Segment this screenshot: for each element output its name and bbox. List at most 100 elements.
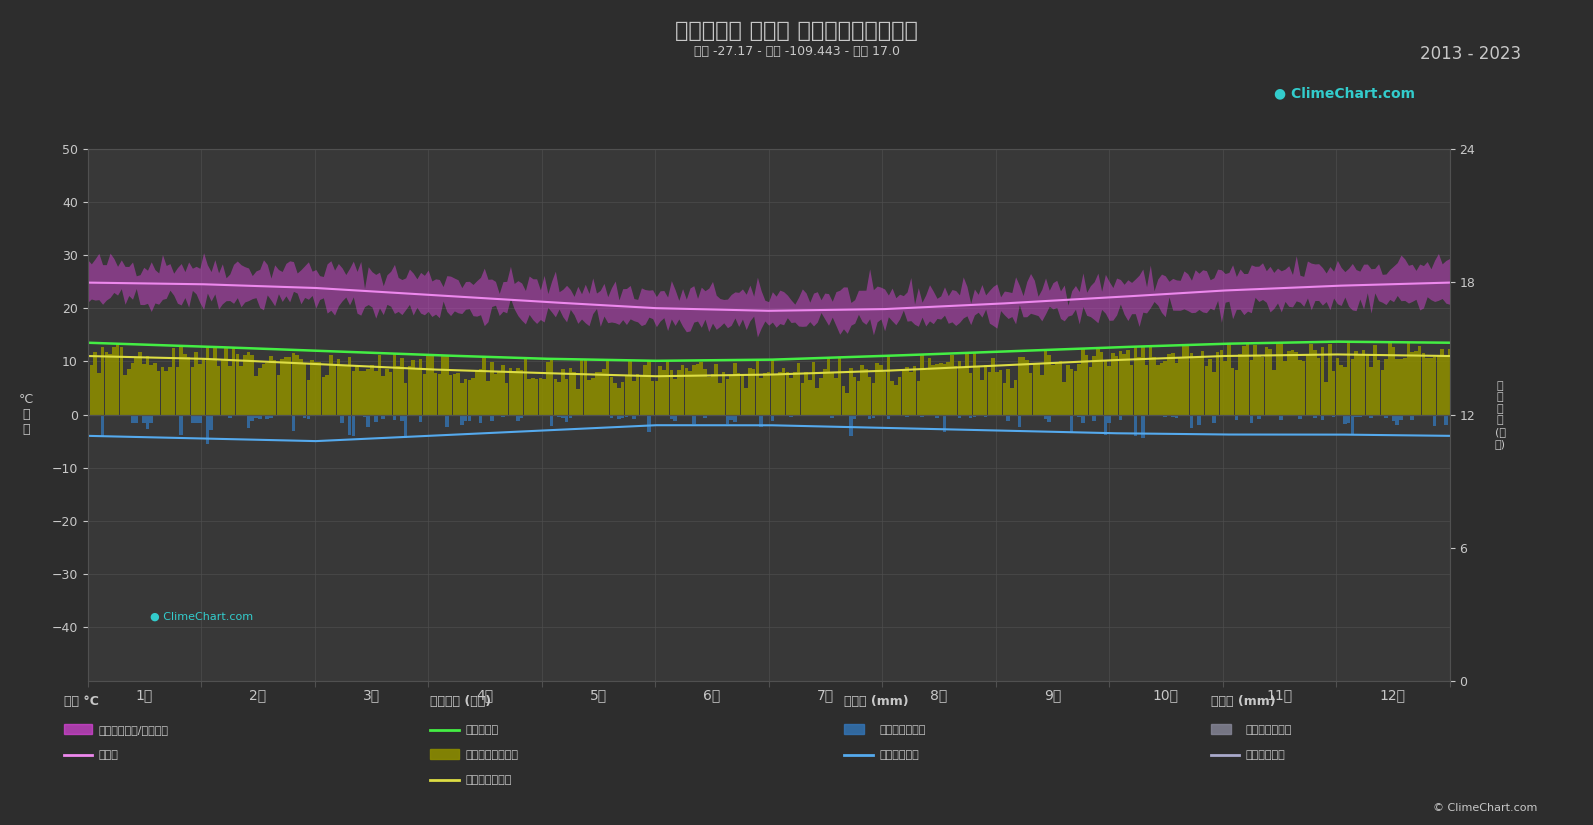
- Bar: [352, 414, 355, 436]
- Bar: [1123, 354, 1126, 414]
- Bar: [272, 361, 277, 414]
- Bar: [444, 356, 449, 414]
- Bar: [796, 363, 800, 414]
- Bar: [1063, 382, 1066, 414]
- Bar: [1279, 414, 1282, 420]
- Bar: [456, 373, 460, 414]
- Bar: [112, 347, 116, 414]
- Bar: [962, 368, 965, 414]
- Bar: [266, 362, 269, 414]
- Bar: [752, 369, 755, 414]
- Bar: [191, 414, 194, 422]
- Bar: [452, 375, 456, 414]
- Bar: [1048, 355, 1051, 414]
- Bar: [366, 370, 370, 414]
- Bar: [812, 361, 816, 414]
- Bar: [938, 363, 943, 414]
- Bar: [1040, 375, 1043, 414]
- Bar: [1007, 414, 1010, 421]
- Bar: [921, 356, 924, 414]
- Bar: [1301, 361, 1306, 414]
- Bar: [381, 376, 386, 414]
- Bar: [1145, 365, 1149, 414]
- Bar: [228, 414, 231, 417]
- Bar: [644, 365, 647, 414]
- Bar: [228, 366, 231, 414]
- Bar: [957, 414, 961, 418]
- Bar: [460, 414, 464, 426]
- Bar: [733, 363, 736, 414]
- Bar: [374, 414, 378, 422]
- Bar: [134, 414, 139, 422]
- Bar: [452, 414, 456, 417]
- Bar: [1295, 352, 1298, 414]
- Bar: [677, 370, 680, 414]
- Bar: [640, 376, 644, 414]
- Bar: [392, 414, 397, 420]
- Bar: [1365, 354, 1368, 414]
- Bar: [1359, 414, 1362, 417]
- Bar: [691, 414, 696, 424]
- Bar: [1160, 363, 1163, 414]
- Bar: [894, 385, 897, 414]
- Bar: [1287, 351, 1290, 414]
- Bar: [910, 372, 913, 414]
- Bar: [969, 373, 972, 414]
- Bar: [1211, 724, 1231, 734]
- Bar: [100, 346, 105, 414]
- Bar: [610, 414, 613, 418]
- Bar: [1082, 414, 1085, 423]
- Bar: [397, 366, 400, 414]
- Bar: [306, 414, 311, 419]
- Bar: [1051, 365, 1055, 414]
- Bar: [1395, 414, 1399, 425]
- Bar: [610, 377, 613, 414]
- Bar: [1223, 361, 1227, 414]
- Bar: [1370, 414, 1373, 418]
- Bar: [1174, 414, 1179, 418]
- Bar: [1190, 353, 1193, 414]
- Bar: [1343, 367, 1346, 414]
- Bar: [292, 414, 295, 431]
- Bar: [333, 365, 336, 414]
- Bar: [150, 414, 153, 423]
- Bar: [1157, 365, 1160, 414]
- Bar: [1093, 356, 1096, 414]
- Bar: [782, 368, 785, 414]
- Bar: [1332, 371, 1335, 414]
- Bar: [516, 368, 519, 414]
- Bar: [1445, 356, 1448, 414]
- Bar: [519, 370, 524, 414]
- Bar: [730, 375, 733, 414]
- Bar: [669, 414, 674, 419]
- Bar: [392, 354, 397, 414]
- Bar: [1171, 414, 1174, 417]
- Bar: [433, 373, 438, 414]
- Bar: [1129, 365, 1133, 414]
- Bar: [655, 381, 658, 414]
- Bar: [519, 414, 524, 417]
- Bar: [1246, 414, 1249, 416]
- Bar: [269, 356, 272, 414]
- Bar: [550, 414, 553, 426]
- Bar: [707, 377, 710, 414]
- Bar: [1204, 366, 1207, 414]
- Bar: [1448, 349, 1451, 414]
- Bar: [1141, 346, 1145, 414]
- Bar: [1182, 345, 1185, 414]
- Bar: [325, 375, 328, 414]
- Bar: [164, 370, 167, 414]
- Bar: [419, 359, 422, 414]
- Bar: [647, 414, 650, 431]
- Bar: [999, 370, 1002, 414]
- Bar: [658, 366, 661, 414]
- Bar: [1070, 414, 1074, 432]
- Bar: [927, 358, 932, 414]
- Bar: [699, 414, 703, 417]
- Bar: [1238, 354, 1243, 414]
- Bar: [1037, 364, 1040, 414]
- Bar: [322, 377, 325, 414]
- Bar: [150, 365, 153, 414]
- Bar: [491, 362, 494, 414]
- Bar: [1317, 358, 1321, 414]
